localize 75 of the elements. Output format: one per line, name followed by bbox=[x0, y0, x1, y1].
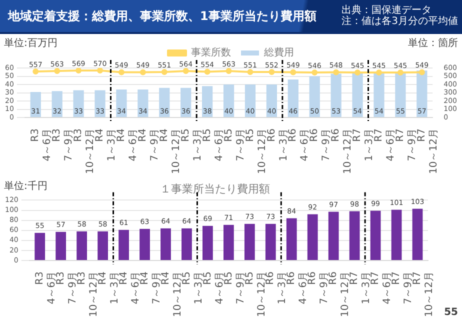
bar bbox=[94, 90, 106, 118]
x-tick-label: R5 1～3月 bbox=[180, 128, 204, 162]
bar bbox=[265, 224, 276, 260]
x-tick-label: R3 10～12月 bbox=[73, 128, 96, 174]
x-tick-label: R5 7～9月 bbox=[223, 272, 246, 304]
x-tick-label: R6 10～12月 bbox=[330, 128, 354, 174]
bar bbox=[138, 89, 148, 118]
x-tick-label: R7 4～6月 bbox=[374, 128, 397, 162]
bar bbox=[352, 72, 363, 118]
bar bbox=[73, 90, 84, 118]
bar bbox=[286, 218, 297, 260]
x-tick-label: R3 4～6月 bbox=[34, 272, 58, 304]
bar bbox=[140, 228, 150, 260]
x-tick-label: R5 1～3月 bbox=[181, 272, 204, 304]
text: 55 bbox=[444, 307, 458, 318]
bar bbox=[202, 86, 213, 118]
bar bbox=[307, 214, 318, 260]
bar bbox=[395, 72, 406, 118]
bar bbox=[370, 210, 381, 260]
x-tick-label: R7 1～3月 bbox=[352, 128, 376, 162]
x-tick-label: R7 7～9月 bbox=[395, 128, 418, 162]
x-tick-label: R3 7～9月 bbox=[52, 128, 75, 162]
x-tick-label: R7 10～12月 bbox=[416, 128, 440, 174]
bar bbox=[223, 84, 234, 118]
bar bbox=[76, 231, 88, 260]
y-axis-title: 単位:千円 bbox=[4, 180, 48, 193]
x-tick-label: R5 4～6月 bbox=[202, 272, 226, 304]
bar bbox=[309, 76, 320, 118]
x-tick-label: R3 7～9月 bbox=[55, 272, 78, 304]
legend-label: 総費用 bbox=[263, 46, 294, 59]
x-tick-label: R6 1～3月 bbox=[266, 128, 290, 162]
bar bbox=[244, 224, 255, 260]
x-tick-label: R4 10～12月 bbox=[160, 272, 184, 318]
x-tick-label: R4 7～9月 bbox=[138, 128, 161, 162]
bar bbox=[56, 232, 66, 260]
x-tick-label: R4 1～3月 bbox=[97, 272, 120, 304]
bar bbox=[182, 228, 192, 260]
chart-title: 地域定着支援：総費用、事業所数、1事業所当たり費用額 bbox=[8, 8, 316, 24]
x-tick-label: R7 10～12月 bbox=[412, 272, 436, 318]
bar bbox=[412, 208, 423, 260]
x-tick-label: R3 10～12月 bbox=[76, 272, 100, 318]
bar bbox=[328, 212, 339, 260]
x-tick-label: R5 10～12月 bbox=[244, 128, 268, 174]
bar bbox=[266, 84, 278, 118]
bar bbox=[116, 89, 127, 118]
x-tick-label: R4 10～12月 bbox=[158, 128, 182, 174]
bar bbox=[160, 228, 171, 260]
chart-title: １事業所当たり費用額 bbox=[160, 182, 270, 196]
x-tick-label: R6 4～6月 bbox=[288, 128, 311, 162]
legend-label: 事業所数 bbox=[191, 46, 231, 59]
y-axis-title: 単位:百万円 bbox=[4, 37, 58, 50]
x-tick-label: R6 7～9月 bbox=[309, 128, 332, 162]
x-tick-label: R4 4～6月 bbox=[118, 272, 142, 304]
x-tick-label: R4 7～9月 bbox=[139, 272, 162, 304]
bar bbox=[391, 210, 402, 260]
bar bbox=[244, 84, 256, 118]
bar bbox=[374, 72, 384, 118]
bar bbox=[349, 211, 360, 260]
bar bbox=[330, 74, 342, 118]
bar bbox=[30, 92, 41, 118]
x-tick-label: R5 4～6月 bbox=[202, 128, 225, 162]
bar bbox=[52, 91, 62, 118]
bar bbox=[34, 232, 46, 260]
source-note: 出典：国保連データ bbox=[342, 5, 433, 16]
bar bbox=[223, 224, 234, 260]
bar bbox=[202, 226, 213, 260]
bar bbox=[98, 231, 108, 260]
bar bbox=[288, 80, 298, 118]
x-tick-label: R3 4～6月 bbox=[30, 128, 54, 162]
x-tick-label: R4 1～3月 bbox=[94, 128, 118, 162]
y2-axis-title: 単位：箇所 bbox=[408, 36, 458, 50]
bar bbox=[118, 230, 129, 260]
x-tick-label: R4 4～6月 bbox=[116, 128, 140, 162]
x-tick-label: R5 7～9月 bbox=[223, 128, 246, 162]
text: 注：値は各3月分の平均値 bbox=[342, 16, 458, 27]
